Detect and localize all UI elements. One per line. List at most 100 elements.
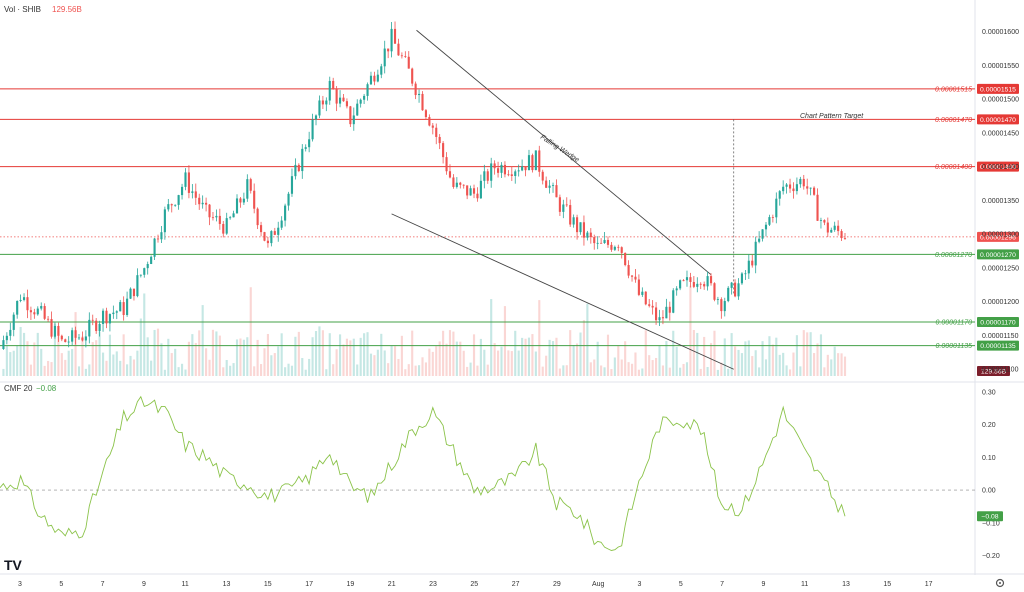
volume-bar bbox=[81, 336, 84, 376]
volume-bar bbox=[510, 351, 513, 376]
candle-body bbox=[668, 306, 671, 313]
candle-body bbox=[703, 284, 706, 287]
candle-body bbox=[630, 275, 634, 277]
candle-body bbox=[259, 225, 263, 233]
candle-body bbox=[407, 56, 410, 69]
candle-body bbox=[524, 166, 527, 171]
candle-body bbox=[383, 48, 386, 67]
volume-bar bbox=[593, 359, 596, 376]
volume-bar bbox=[534, 351, 537, 376]
volume-bar bbox=[720, 362, 723, 376]
volume-bar bbox=[445, 343, 448, 376]
volume-bar bbox=[644, 330, 647, 376]
volume-bar bbox=[438, 341, 441, 376]
volume-bar bbox=[837, 353, 840, 376]
header-legend: Vol · SHIB 129.56B CMF 20 −0.08 bbox=[4, 5, 82, 393]
svg-text:TV: TV bbox=[4, 557, 23, 573]
volume-bar bbox=[840, 353, 843, 376]
candle-body bbox=[101, 310, 105, 324]
volume-bar bbox=[287, 363, 290, 376]
candle-body bbox=[455, 182, 458, 187]
candle-body bbox=[16, 300, 19, 315]
candle-body bbox=[304, 147, 307, 149]
time-axis[interactable]: 3 5 7 9 11 13 15 17 19 21 23 25 27 29 Aug 3 5 7 9 11 13 15 17 bbox=[0, 573, 1024, 588]
candle-body bbox=[517, 170, 520, 172]
volume-bar bbox=[823, 367, 826, 376]
candle-body bbox=[321, 100, 324, 105]
volume-bar bbox=[641, 368, 644, 376]
candle-body bbox=[493, 163, 496, 169]
volume-bar bbox=[497, 350, 500, 376]
cmf-pane[interactable] bbox=[0, 395, 975, 551]
time-tick-label: 15 bbox=[264, 581, 272, 588]
volume-bar bbox=[253, 366, 256, 376]
volume-bar bbox=[734, 346, 737, 376]
volume-bar bbox=[369, 353, 373, 376]
candle-body bbox=[249, 179, 252, 191]
time-tick-label: 19 bbox=[347, 581, 355, 588]
candle-body bbox=[442, 143, 445, 158]
settings-gear-icon[interactable] bbox=[995, 578, 1005, 588]
volume-bar bbox=[373, 355, 376, 376]
candle-body bbox=[208, 204, 211, 218]
volume-bar bbox=[435, 346, 438, 376]
candle-body bbox=[452, 177, 455, 187]
level-badge-text: 0.00001170 bbox=[980, 319, 1016, 326]
volume-bar bbox=[95, 340, 98, 376]
candle-body bbox=[95, 320, 98, 331]
volume-bar bbox=[624, 341, 627, 376]
price-tick-label: 0.00001150 bbox=[982, 333, 1019, 340]
volume-bar bbox=[194, 342, 197, 376]
time-tick-label: 15 bbox=[883, 581, 891, 588]
time-tick-label: 23 bbox=[429, 581, 437, 588]
candle-body bbox=[813, 187, 816, 195]
time-tick-label: 29 bbox=[553, 581, 561, 588]
wedge-upper-line bbox=[416, 29, 712, 276]
volume-bar bbox=[19, 326, 22, 376]
volume-badge-text: 129.56B bbox=[981, 369, 1007, 376]
price-axis[interactable]: 0.00001515 0.00001470 0.00001400 0.00001270… bbox=[977, 29, 1019, 560]
volume-bar bbox=[414, 365, 417, 376]
candle-body bbox=[617, 246, 620, 248]
price-pane[interactable]: 0.00001515 0.00001470 0.00001400 0.00001270… bbox=[0, 0, 1024, 575]
volume-bar bbox=[146, 337, 149, 376]
candle-body bbox=[167, 204, 170, 210]
volume-bar bbox=[332, 364, 335, 376]
candle-body bbox=[802, 178, 805, 187]
volume-bar bbox=[26, 341, 29, 376]
volume-bar bbox=[692, 330, 695, 376]
volume-bar bbox=[627, 362, 630, 376]
candle-body bbox=[823, 220, 826, 223]
candle-body bbox=[768, 217, 771, 225]
candle-body bbox=[356, 103, 359, 116]
candle-body bbox=[734, 282, 737, 297]
candle-body bbox=[448, 171, 452, 178]
candle-body bbox=[637, 279, 640, 295]
volume-bar bbox=[314, 331, 318, 376]
volume-bar bbox=[12, 350, 15, 376]
candle-body bbox=[105, 310, 108, 324]
candle-body bbox=[713, 283, 716, 300]
volume-bar bbox=[521, 337, 524, 376]
volume-bar bbox=[376, 349, 379, 376]
candle-body bbox=[393, 28, 397, 44]
candle-body bbox=[593, 237, 596, 244]
volume-bar bbox=[610, 369, 613, 376]
time-tick-label: 9 bbox=[142, 581, 146, 588]
candle-body bbox=[826, 222, 829, 233]
candle-body bbox=[277, 227, 280, 235]
time-tick-label: 5 bbox=[679, 581, 683, 588]
volume-bar bbox=[64, 359, 67, 376]
volume-bar bbox=[101, 352, 105, 376]
volume-bar bbox=[411, 330, 414, 376]
volume-bar bbox=[740, 353, 744, 376]
candle-body bbox=[534, 150, 537, 171]
volume-bar bbox=[284, 367, 287, 376]
candle-body bbox=[380, 66, 383, 75]
candle-body bbox=[187, 172, 190, 193]
candle-body bbox=[22, 297, 26, 300]
candle-body bbox=[610, 244, 613, 250]
candle-body bbox=[445, 157, 448, 172]
volume-bar bbox=[33, 342, 36, 376]
